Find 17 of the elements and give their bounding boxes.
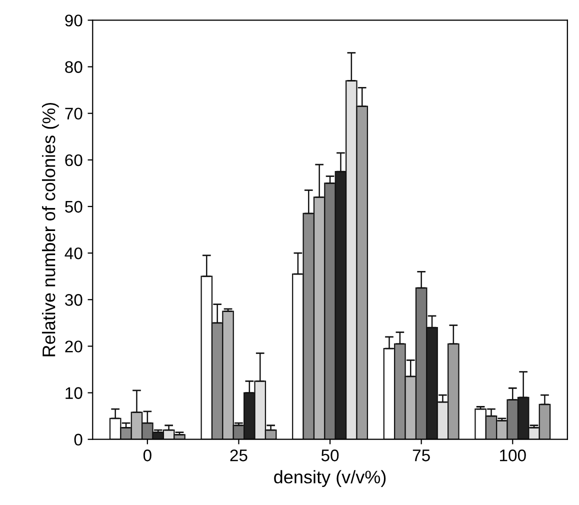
y-tick-label: 90 <box>65 14 82 26</box>
y-tick-label: 70 <box>65 108 82 120</box>
x-tick-label: 0 <box>143 450 152 462</box>
y-tick-label: 10 <box>66 387 82 399</box>
y-axis-title: Relative number of colonies (%) <box>42 102 59 356</box>
y-tick-label: 80 <box>65 61 82 73</box>
x-tick-label: 25 <box>230 450 248 462</box>
x-axis-title: density (v/v%) <box>274 470 386 487</box>
y-tick-label: 50 <box>65 200 82 213</box>
y-tick-label: 0 <box>74 434 82 446</box>
x-tick-label: 100 <box>500 450 526 462</box>
x-tick-label: 50 <box>321 450 339 462</box>
y-tick-label: 20 <box>65 340 82 352</box>
x-tick-label: 75 <box>412 450 430 462</box>
y-tick-label: 30 <box>65 294 82 306</box>
y-tick-label: 40 <box>64 247 82 260</box>
y-tick-label: 60 <box>65 154 82 166</box>
